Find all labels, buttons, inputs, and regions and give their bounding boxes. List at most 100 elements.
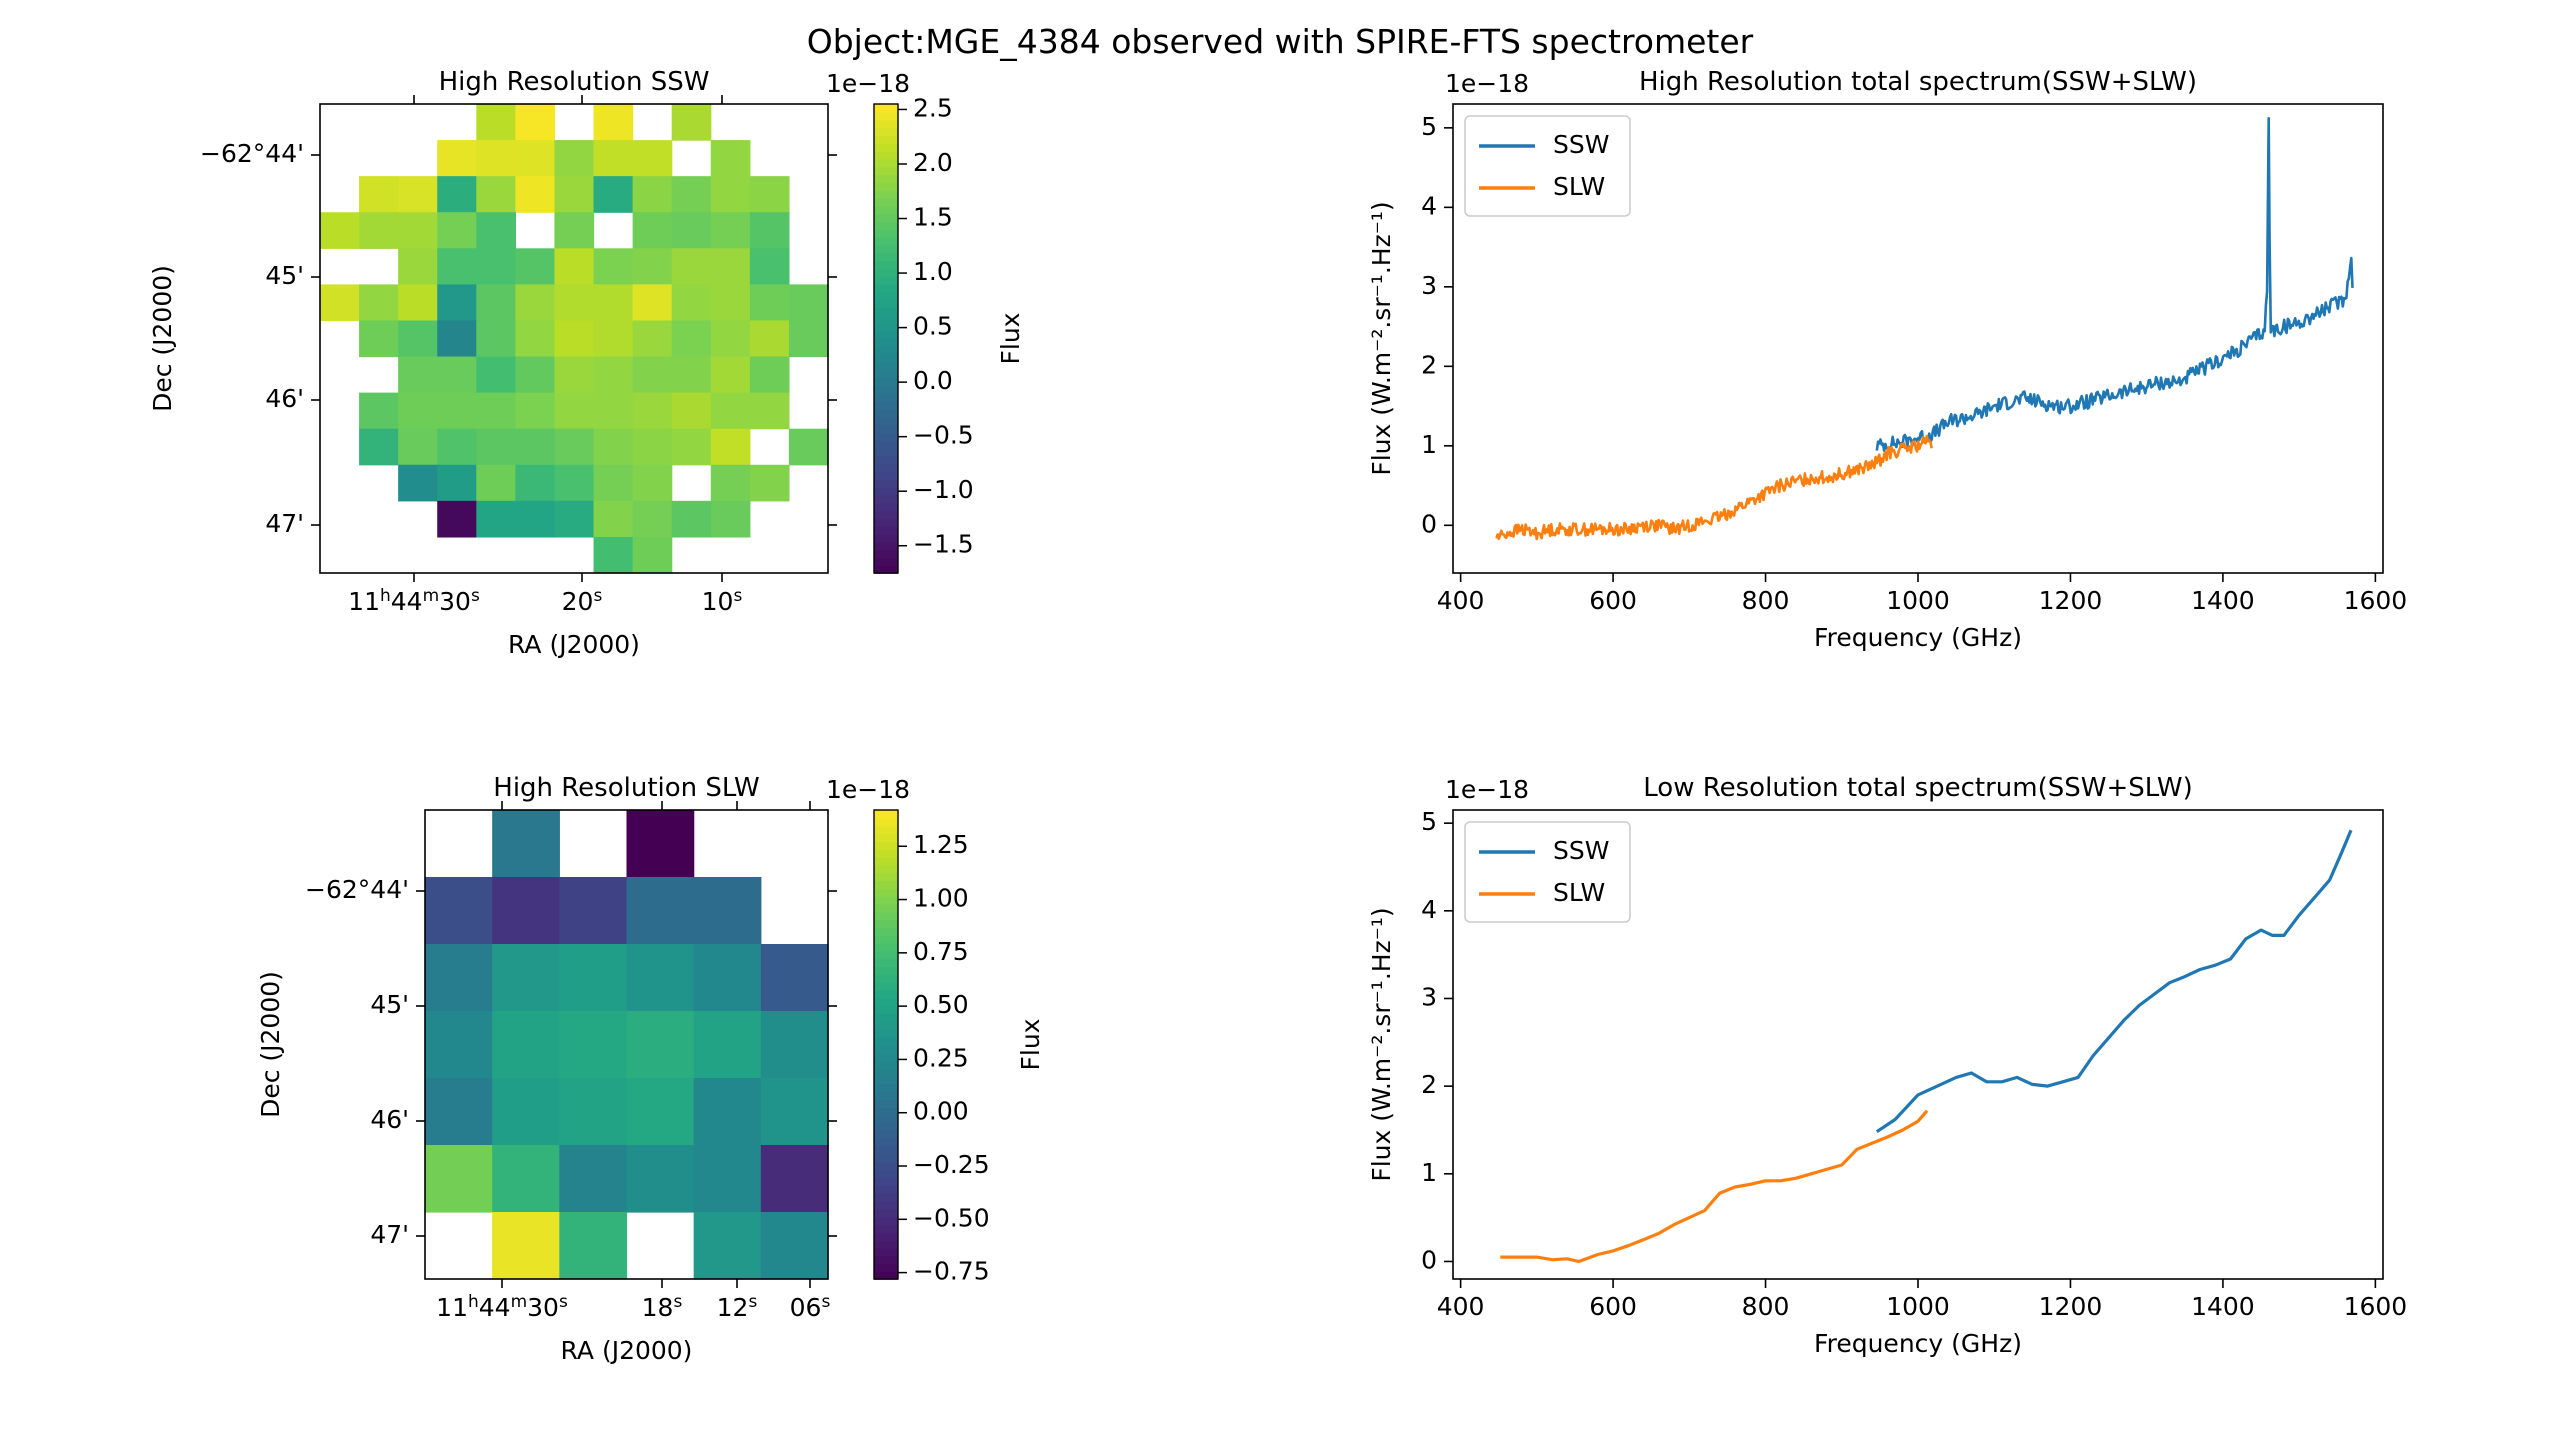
colorbar-segment	[874, 1114, 898, 1124]
heatmap-cell	[749, 176, 790, 213]
colorbar-segment	[874, 260, 898, 269]
colorbar-segment	[874, 104, 898, 113]
heatmap-cell	[710, 248, 751, 285]
colorbar-segment	[874, 307, 898, 316]
legend-box	[1464, 821, 1631, 923]
colorbar-segment	[874, 1239, 898, 1249]
colorbar-segment	[874, 408, 898, 418]
heatmap-cell	[593, 104, 634, 141]
colorbar-segment	[874, 1122, 898, 1132]
heatmap-cell	[398, 248, 438, 285]
heatmap-cell	[554, 320, 595, 358]
colorbar-tick-label: 1.0	[913, 257, 953, 286]
colorbar-segment	[874, 1021, 898, 1030]
heatmap-cell	[626, 1078, 695, 1146]
x-tick-label: 800	[1742, 1292, 1790, 1321]
x-tick-label: 400	[1437, 1292, 1485, 1321]
heatmap-cell	[554, 500, 595, 538]
colorbar-segment	[874, 385, 898, 395]
colorbar-segment	[874, 864, 898, 874]
heatmap-cell	[559, 944, 628, 1012]
colorbar-segment	[874, 817, 898, 827]
colorbar-segment	[874, 502, 898, 512]
heatmap-cell	[693, 1078, 762, 1146]
heatmap-cell	[749, 248, 790, 285]
heatmap-cell	[749, 356, 790, 394]
heatmap-cell	[554, 428, 595, 466]
y-tick-label: 45'	[370, 990, 409, 1019]
colorbar-segment	[874, 283, 898, 293]
x-tick-label: 1000	[1886, 586, 1950, 615]
x-tick-label: 1400	[2191, 586, 2255, 615]
heatmap-cell	[359, 320, 399, 358]
colorbar-segment	[874, 463, 898, 473]
heatmap-cell	[515, 392, 556, 430]
heatmap-cell	[632, 320, 673, 358]
x-tick-label: 600	[1589, 586, 1637, 615]
heatmap-cell	[671, 284, 712, 322]
colorbar-segment	[874, 487, 898, 496]
heatmap-cell	[760, 944, 829, 1012]
colorbar-segment	[874, 275, 898, 285]
heatmap-cell	[515, 248, 556, 285]
plot-frame	[319, 103, 829, 574]
colorbar-segment	[874, 1052, 898, 1061]
heatmap-cell	[693, 877, 762, 945]
y-tick-label: 1	[1421, 1158, 1437, 1187]
colorbar-segment	[874, 1224, 898, 1233]
heatmap-cell	[632, 140, 673, 177]
heatmap-cell	[559, 1212, 628, 1280]
heatmap-panel-0: High Resolution SSW −62°44' 45' 46' 47' 11h​4…	[148, 67, 1025, 659]
heatmap-cell	[626, 877, 695, 945]
heatmap-cell	[671, 176, 712, 213]
heatmap-cell	[559, 1011, 628, 1079]
y-tick-label: 5	[1421, 807, 1437, 836]
heatmap-cell	[554, 212, 595, 249]
heatmap-cell	[554, 140, 595, 177]
heatmap-cell	[437, 392, 477, 430]
heatmap-cell	[476, 428, 516, 466]
colorbar-frame	[873, 103, 899, 574]
heatmap-cell	[632, 536, 673, 574]
colorbar-segment	[874, 1067, 898, 1077]
plot-title: High Resolution total spectrum(SSW+SLW)	[1639, 67, 2197, 97]
x-tick-label: 1600	[2344, 1292, 2408, 1321]
colorbar-segment	[874, 810, 898, 819]
heatmap-cell	[476, 248, 516, 285]
colorbar-tick-label: 1.00	[913, 884, 969, 913]
legend-label-slw: SLW	[1553, 172, 1605, 201]
heatmap-cell	[515, 140, 556, 177]
colorbar-segment	[874, 1013, 898, 1022]
heatmap-cell	[476, 212, 516, 249]
colorbar-segment	[874, 942, 898, 952]
colorbar-tick-label: 0.25	[913, 1043, 969, 1072]
colorbar-segment	[874, 825, 898, 835]
heatmap-cell	[593, 356, 634, 394]
legend-label-slw: SLW	[1553, 878, 1605, 907]
heatmap-cell	[749, 212, 790, 249]
colorbar-segment	[874, 111, 898, 121]
line-panel-1: High Resolution total spectrum(SSW+SLW) 4…	[1367, 67, 2407, 652]
legend: SSW SLW	[1464, 821, 1631, 923]
heatmap-cell	[671, 356, 712, 394]
heatmap-cell	[559, 877, 628, 945]
heatmap-cell	[492, 877, 560, 945]
heatmap-cell	[671, 320, 712, 358]
colorbar-offset-text: 1e−18	[826, 69, 910, 98]
x-tick-label: 400	[1437, 586, 1485, 615]
heatmap-cell	[554, 248, 595, 285]
heatmap-cell	[425, 1078, 493, 1146]
colorbar-segment	[874, 533, 898, 543]
colorbar-segment	[874, 911, 898, 921]
heatmap-cell	[559, 1078, 628, 1146]
colorbar-segment	[874, 268, 898, 277]
x-tick-label: 1000	[1886, 1292, 1950, 1321]
heatmap-cell	[437, 140, 477, 177]
heatmap-cell	[593, 536, 634, 574]
colorbar-tick-label: 0.00	[913, 1097, 969, 1126]
heatmap-cell	[710, 428, 751, 466]
colorbar-frame	[873, 809, 899, 1280]
plot-title: High Resolution SLW	[493, 773, 759, 803]
heatmap-cell	[693, 1145, 762, 1213]
heatmap-cell	[593, 248, 634, 285]
